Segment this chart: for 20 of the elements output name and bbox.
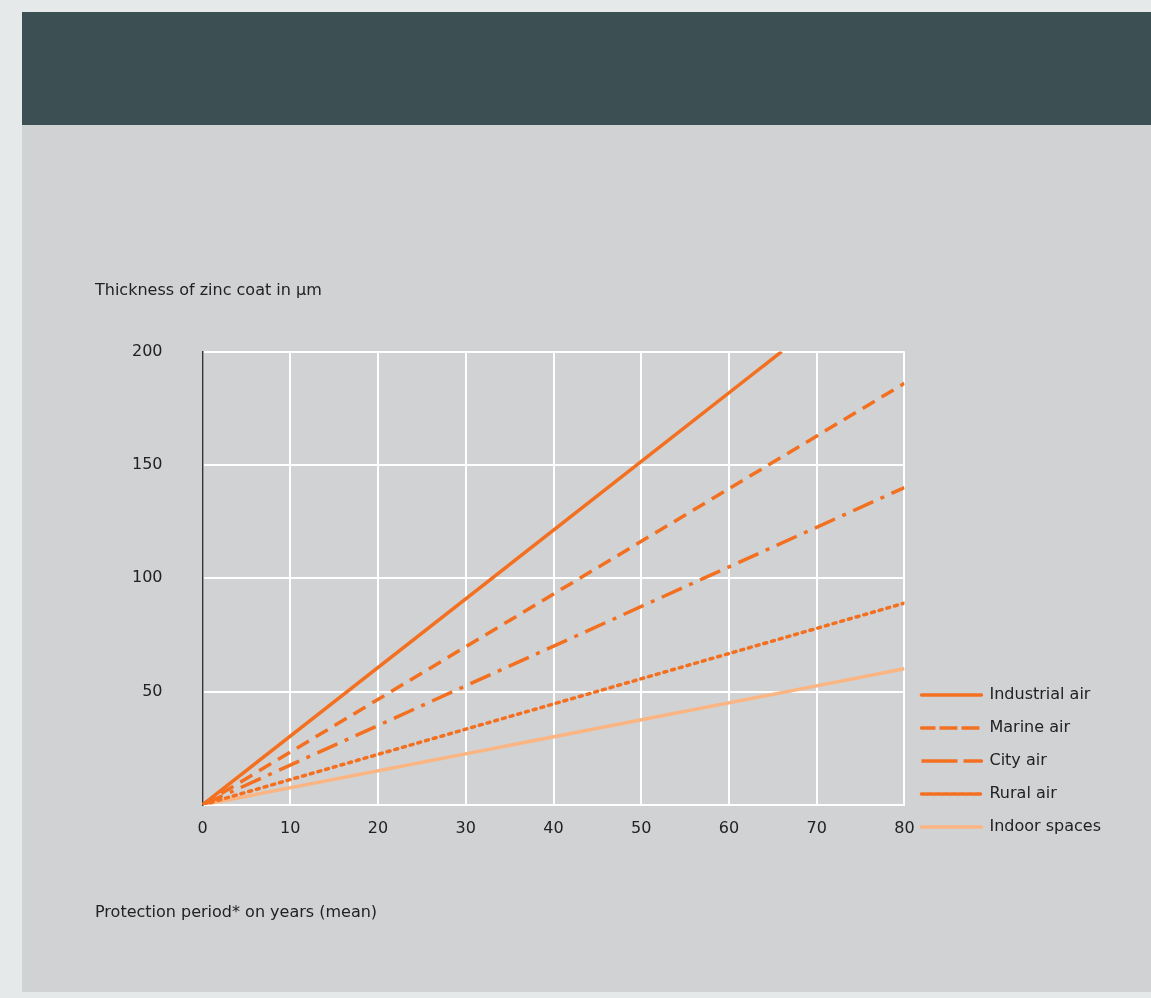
x-tick-label: 60 bbox=[718, 817, 740, 837]
x-axis-title: Protection period* on years (mean) bbox=[95, 902, 378, 921]
y-tick-label: 50 bbox=[142, 680, 163, 700]
legend-label: Rural air bbox=[989, 783, 1058, 803]
x-tick-label: 30 bbox=[455, 817, 476, 837]
x-tick-label: 70 bbox=[806, 817, 827, 837]
x-tick-label: 20 bbox=[367, 817, 389, 837]
x-tick-label: 40 bbox=[543, 817, 564, 837]
x-tick-label: 0 bbox=[197, 817, 208, 837]
y-tick-label: 150 bbox=[131, 454, 163, 474]
y-tick-label: 100 bbox=[131, 567, 163, 587]
x-tick-label: 50 bbox=[631, 817, 652, 837]
x-tick-label: 80 bbox=[894, 817, 915, 837]
legend-label: Marine air bbox=[989, 717, 1071, 737]
legend-label: Industrial air bbox=[989, 684, 1091, 704]
legend-label: City air bbox=[989, 750, 1048, 770]
x-tick-label: 10 bbox=[280, 817, 301, 837]
legend-label: Indoor spaces bbox=[989, 816, 1101, 836]
y-tick-label: 200 bbox=[131, 340, 163, 360]
y-axis-title: Thickness of zinc coat in µm bbox=[95, 280, 322, 299]
